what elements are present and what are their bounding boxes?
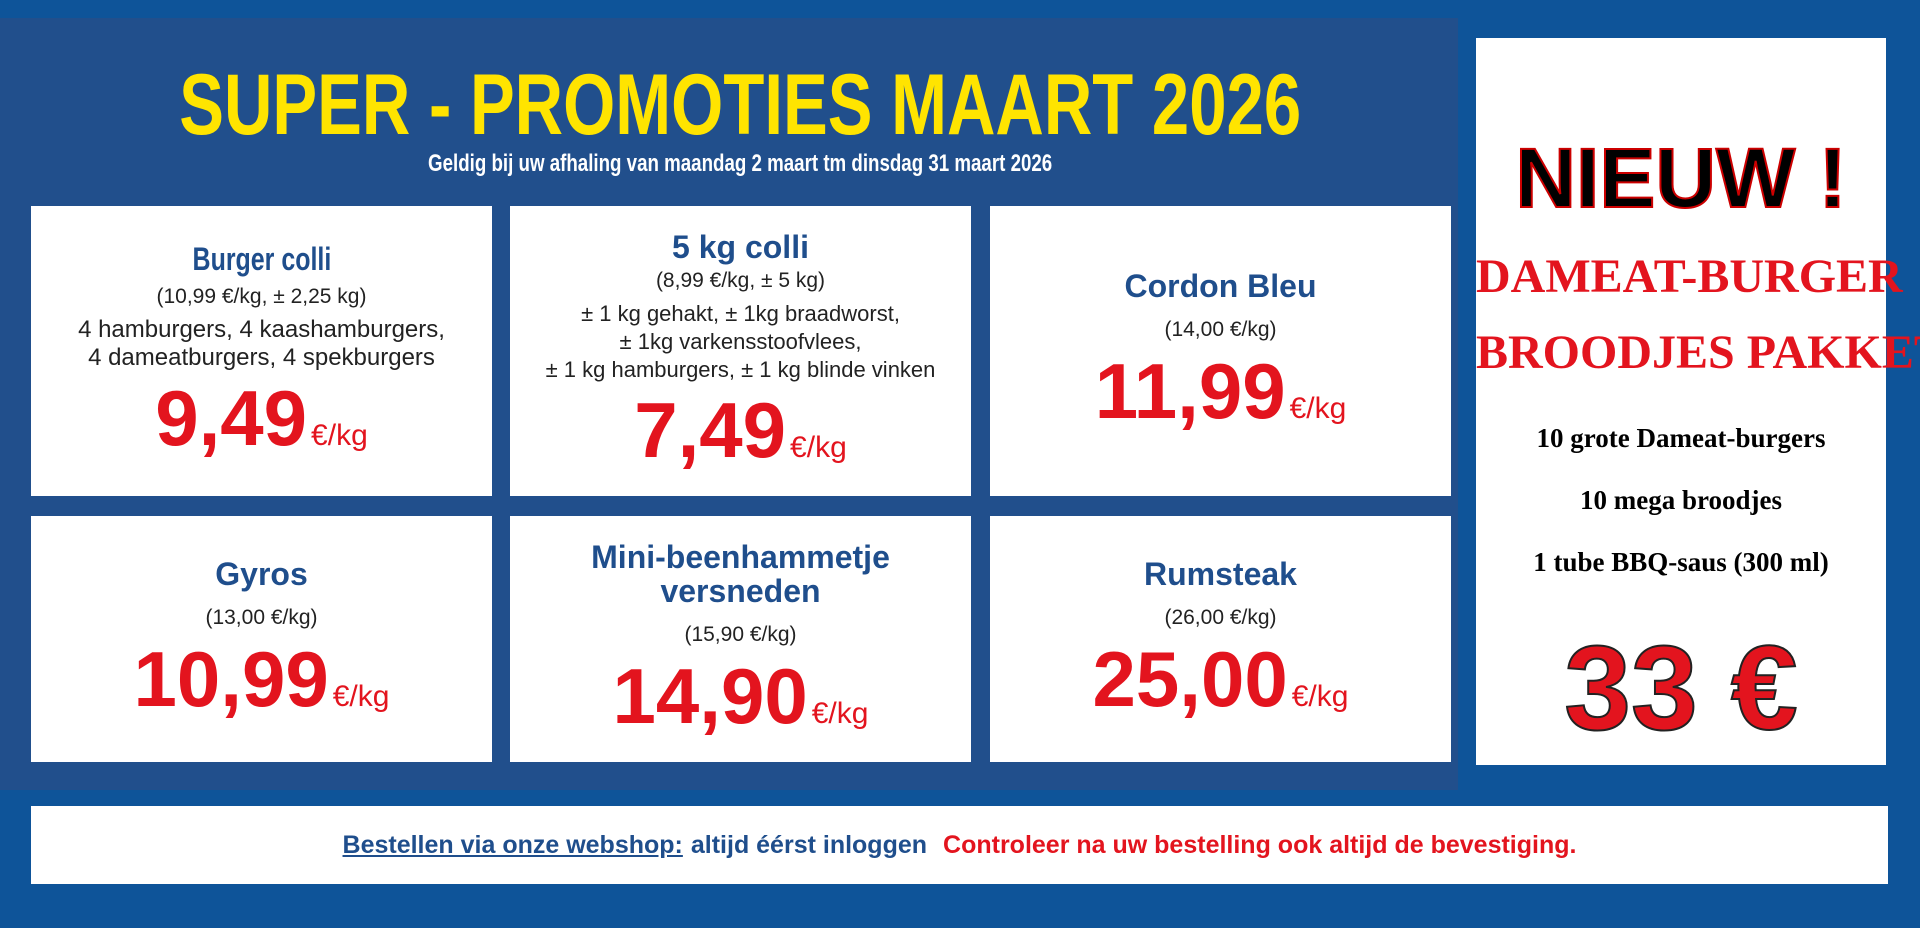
card-description: ± 1kg varkensstoofvlees, — [619, 329, 862, 354]
product-card-gyros: Gyros (13,00 €/kg) 10,99 €/kg — [31, 516, 492, 762]
product-card-mini-beenhammetje: Mini-beenhammetje versneden (15,90 €/kg)… — [510, 516, 971, 762]
card-unit-price: (26,00 €/kg) — [1164, 606, 1277, 629]
card-price: 10,99 €/kg — [133, 635, 390, 723]
webshop-link[interactable]: Bestellen via onze webshop: — [342, 830, 683, 859]
card-description: 4 hamburgers, 4 kaashamburgers, — [78, 316, 445, 343]
card-price: 25,00 €/kg — [1092, 635, 1349, 723]
card-price: 7,49 €/kg — [634, 386, 847, 474]
card-title: Rumsteak — [1144, 556, 1297, 592]
confirmation-warning: Controleer na uw bestelling ook altijd d… — [943, 830, 1577, 859]
card-price: 9,49 €/kg — [155, 374, 368, 462]
card-title: Cordon Bleu — [1124, 268, 1317, 304]
card-unit-price: (10,99 €/kg, ± 2,25 kg) — [156, 285, 367, 308]
card-title: versneden — [660, 573, 821, 609]
card-unit-price: (13,00 €/kg) — [205, 606, 318, 629]
login-note: altijd éérst inloggen — [690, 830, 928, 859]
new-badge: NIEUW ! — [1514, 131, 1847, 225]
footer-bar: Bestellen via onze webshop: altijd éérst… — [31, 806, 1888, 884]
promo-heading: DAMEAT-BURGER — [1476, 250, 1903, 303]
promo-item: 1 tube BBQ-saus (300 ml) — [1533, 547, 1829, 577]
promo-item: 10 grote Dameat-burgers — [1536, 423, 1826, 453]
card-title: Burger colli — [192, 241, 331, 277]
card-description: 4 dameatburgers, 4 spekburgers — [88, 344, 435, 371]
promo-item: 10 mega broodjes — [1580, 485, 1782, 515]
product-card-burger-colli: Burger colli (10,99 €/kg, ± 2,25 kg) 4 h… — [31, 206, 492, 496]
product-card-cordon-bleu: Cordon Bleu (14,00 €/kg) 11,99 €/kg — [990, 206, 1451, 496]
card-price: 11,99 €/kg — [1094, 347, 1347, 435]
promo-price: 33 € — [1563, 621, 1799, 755]
product-card-rumsteak: Rumsteak (26,00 €/kg) 25,00 €/kg — [990, 516, 1451, 762]
promo-heading: BROODJES PAKKET — [1476, 326, 1920, 379]
product-card-5kg-colli: 5 kg colli (8,99 €/kg, ± 5 kg) ± 1 kg ge… — [510, 206, 971, 496]
card-unit-price: (14,00 €/kg) — [1164, 318, 1277, 341]
card-price: 14,90 €/kg — [612, 652, 869, 740]
card-title: Gyros — [215, 556, 308, 592]
card-description: ± 1 kg gehakt, ± 1kg braadworst, — [581, 301, 900, 326]
card-title: Mini-beenhammetje — [591, 539, 890, 575]
new-product-panel: NIEUW ! DAMEAT-BURGER BROODJES PAKKET 10… — [1476, 38, 1920, 765]
card-unit-price: (15,90 €/kg) — [684, 623, 797, 646]
page-title: SUPER - PROMOTIES MAART 2026 — [179, 57, 1301, 153]
card-description: ± 1 kg hamburgers, ± 1 kg blinde vinken — [545, 357, 936, 382]
validity-subtitle: Geldig bij uw afhaling van maandag 2 maa… — [427, 150, 1053, 177]
card-title: 5 kg colli — [672, 229, 809, 265]
card-unit-price: (8,99 €/kg, ± 5 kg) — [655, 269, 826, 292]
